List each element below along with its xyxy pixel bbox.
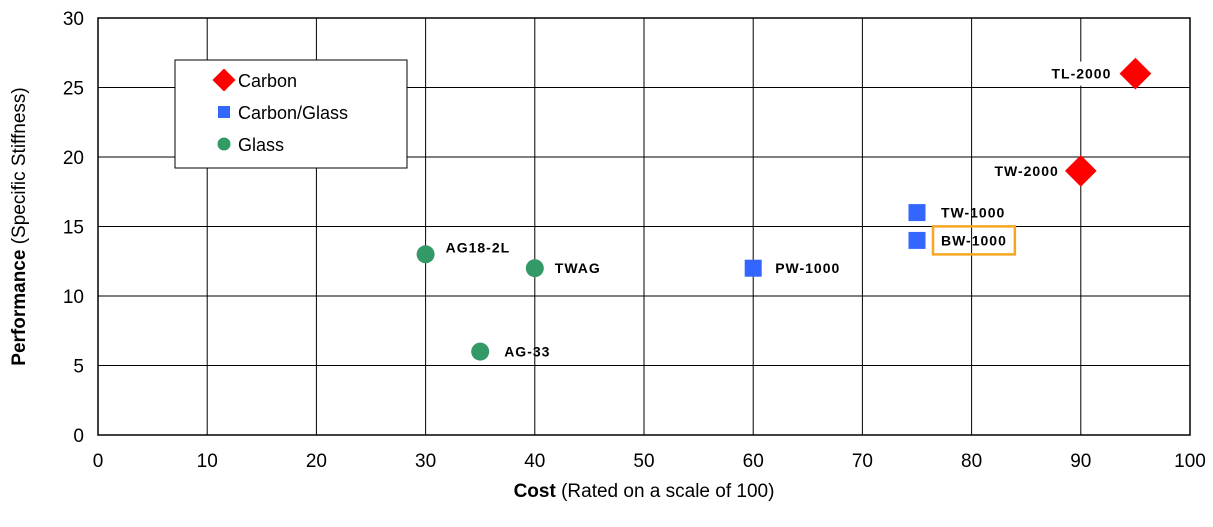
point-label-background: [1043, 61, 1120, 86]
y-tick-label: 0: [73, 426, 84, 447]
x-tick-label: 80: [961, 451, 982, 472]
x-tick-label: 90: [1070, 451, 1091, 472]
x-axis-title-bold: Cost: [514, 481, 557, 502]
legend: Carbon Carbon/Glass Glass: [174, 59, 408, 169]
point-label: TWAG: [555, 260, 601, 276]
data-point-square: [908, 231, 926, 249]
x-tick-label: 70: [852, 451, 873, 472]
y-axis-title-rest: (Specific Stiffness): [9, 87, 30, 249]
y-axis-title: Performance (Specific Stiffness): [9, 87, 30, 365]
point-label: AG18-2L: [446, 239, 511, 255]
legend-entry: Glass: [238, 135, 284, 155]
point-label: PW-1000: [775, 260, 840, 276]
plot-area-border: [97, 17, 1191, 436]
x-tick-label: 60: [743, 451, 764, 472]
point-labels: TL-2000 TW-2000 TW-1000 BW-1000 PW-1000 AG18-…: [446, 61, 1120, 360]
x-tick-label: 0: [93, 451, 104, 472]
x-tick-label: 30: [415, 451, 436, 472]
legend-marker-diamond: [212, 68, 236, 92]
y-tick-labels: 0 5 10 15 20 25 30: [63, 9, 84, 447]
data-point-square: [908, 204, 926, 222]
data-point-diamond: [1119, 57, 1152, 90]
point-label-background: [986, 158, 1067, 183]
y-axis-title-bold: Performance: [9, 250, 30, 366]
x-axis-title-rest: (Rated on a scale of 100): [556, 481, 775, 502]
point-label: BW-1000: [941, 232, 1007, 248]
y-tick-label: 20: [63, 148, 84, 169]
x-tick-label: 50: [633, 451, 654, 472]
x-axis-title: Cost (Rated on a scale of 100): [514, 481, 775, 502]
data-point-circle: [525, 259, 544, 278]
point-label: TW-2000: [995, 163, 1059, 179]
legend-marker-circle: [217, 137, 231, 151]
y-tick-label: 5: [73, 357, 84, 378]
x-tick-labels: 0 10 20 30 40 50 60 70 80 90 100: [93, 451, 1206, 472]
highlight-box: [931, 225, 1017, 256]
point-label: TW-1000: [941, 205, 1005, 221]
data-point-circle: [416, 245, 435, 264]
y-tick-label: 10: [63, 287, 84, 308]
y-tick-label: 25: [63, 79, 84, 100]
point-label: TL-2000: [1051, 66, 1111, 82]
y-tick-label: 15: [63, 218, 84, 239]
data-point-diamond: [1064, 155, 1097, 187]
y-tick-label: 30: [63, 9, 84, 30]
x-tick-label: 40: [524, 451, 545, 472]
legend-box: [174, 59, 408, 169]
legend-entry: Carbon/Glass: [238, 103, 348, 123]
data-point-square: [744, 259, 762, 277]
legend-marker-square: [218, 106, 230, 118]
point-label: AG-33: [504, 344, 550, 360]
data-point-circle: [471, 342, 490, 361]
x-tick-label: 10: [197, 451, 218, 472]
data-points: [416, 57, 1152, 361]
x-tick-label: 20: [306, 451, 327, 472]
legend-entry: Carbon: [238, 71, 297, 91]
x-tick-label: 100: [1174, 451, 1206, 472]
